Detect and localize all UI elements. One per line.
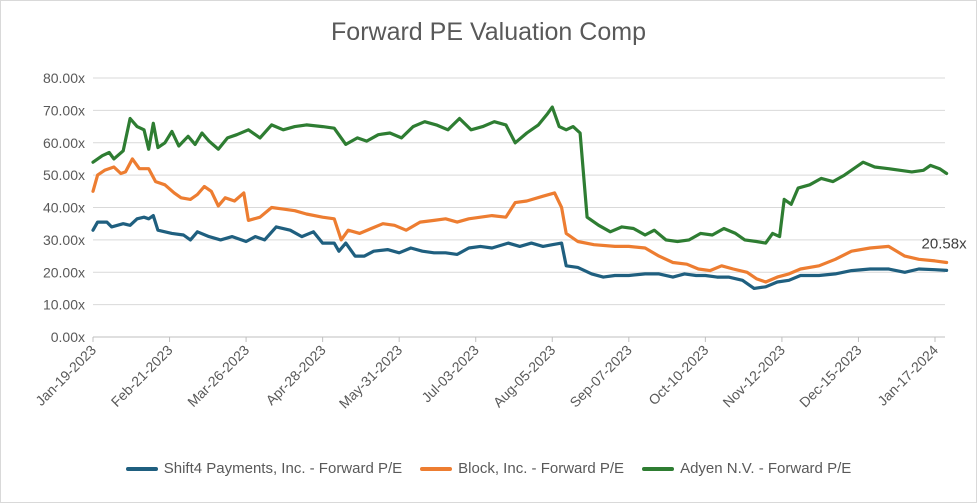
x-tick-label: Jul-03-2023 — [418, 342, 482, 406]
legend-label: Block, Inc. - Forward P/E — [458, 460, 625, 477]
legend-label: Adyen N.V. - Forward P/E — [680, 460, 852, 477]
x-tick-label: Jan-19-2023 — [32, 342, 99, 409]
series-line-2 — [91, 105, 949, 245]
legend-swatch — [420, 466, 453, 471]
x-tick-label: Nov-12-2023 — [719, 342, 788, 411]
x-tick-label: Jan-17-2024 — [874, 342, 941, 409]
axes: 0.00x 10.00x 20.00x 30.00x 40.00x 50.00x 60.00… — [32, 70, 945, 411]
legend: Shift4 Payments, Inc. - Forward P/E Block… — [0, 460, 977, 477]
legend-item-0: Shift4 Payments, Inc. - Forward P/E — [125, 460, 403, 477]
x-tick-label: Sep-07-2023 — [566, 342, 635, 411]
legend-item-2: Adyen N.V. - Forward P/E — [642, 460, 851, 477]
legend-swatch — [642, 466, 675, 471]
series-lines — [91, 105, 949, 290]
x-tick-label: Oct-10-2023 — [645, 342, 711, 408]
y-tick-label: 80.00x — [43, 70, 85, 86]
x-tick-label: Mar-26-2023 — [184, 342, 252, 410]
y-tick-label: 40.00x — [43, 200, 85, 216]
y-tick-label: 30.00x — [43, 232, 85, 248]
legend-swatch — [125, 466, 158, 471]
data-labels: 20.58x — [922, 235, 968, 252]
y-tick-label: 0.00x — [51, 329, 85, 345]
gridlines — [93, 77, 945, 306]
x-tick-label: Dec-15-2023 — [796, 342, 865, 411]
x-tick-label: Feb-21-2023 — [108, 342, 176, 410]
chart-title: Forward PE Valuation Comp — [331, 18, 646, 46]
x-tick-label: Aug-05-2023 — [490, 342, 559, 411]
legend-item-1: Block, Inc. - Forward P/E — [420, 460, 624, 477]
y-tick-label: 50.00x — [43, 167, 85, 183]
series-line-0 — [91, 214, 949, 290]
y-tick-label: 10.00x — [43, 297, 85, 313]
legend-label: Shift4 Payments, Inc. - Forward P/E — [163, 460, 403, 477]
series-line-1 — [91, 157, 949, 284]
data-label-last-value: 20.58x — [922, 235, 968, 252]
x-tick-label: May-31-2023 — [336, 342, 406, 412]
x-tick-label: Apr-28-2023 — [262, 342, 328, 408]
y-tick-label: 60.00x — [43, 135, 85, 151]
y-tick-label: 70.00x — [43, 102, 85, 118]
y-tick-label: 20.00x — [43, 264, 85, 280]
